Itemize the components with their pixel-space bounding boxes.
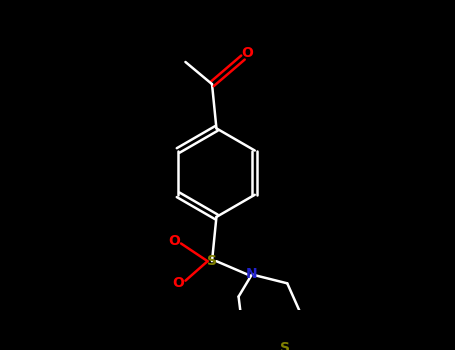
Text: S: S — [280, 341, 290, 350]
Text: S: S — [207, 254, 217, 268]
Text: O: O — [172, 276, 184, 290]
Text: O: O — [242, 46, 253, 60]
Text: O: O — [168, 234, 180, 248]
Text: N: N — [246, 267, 258, 281]
